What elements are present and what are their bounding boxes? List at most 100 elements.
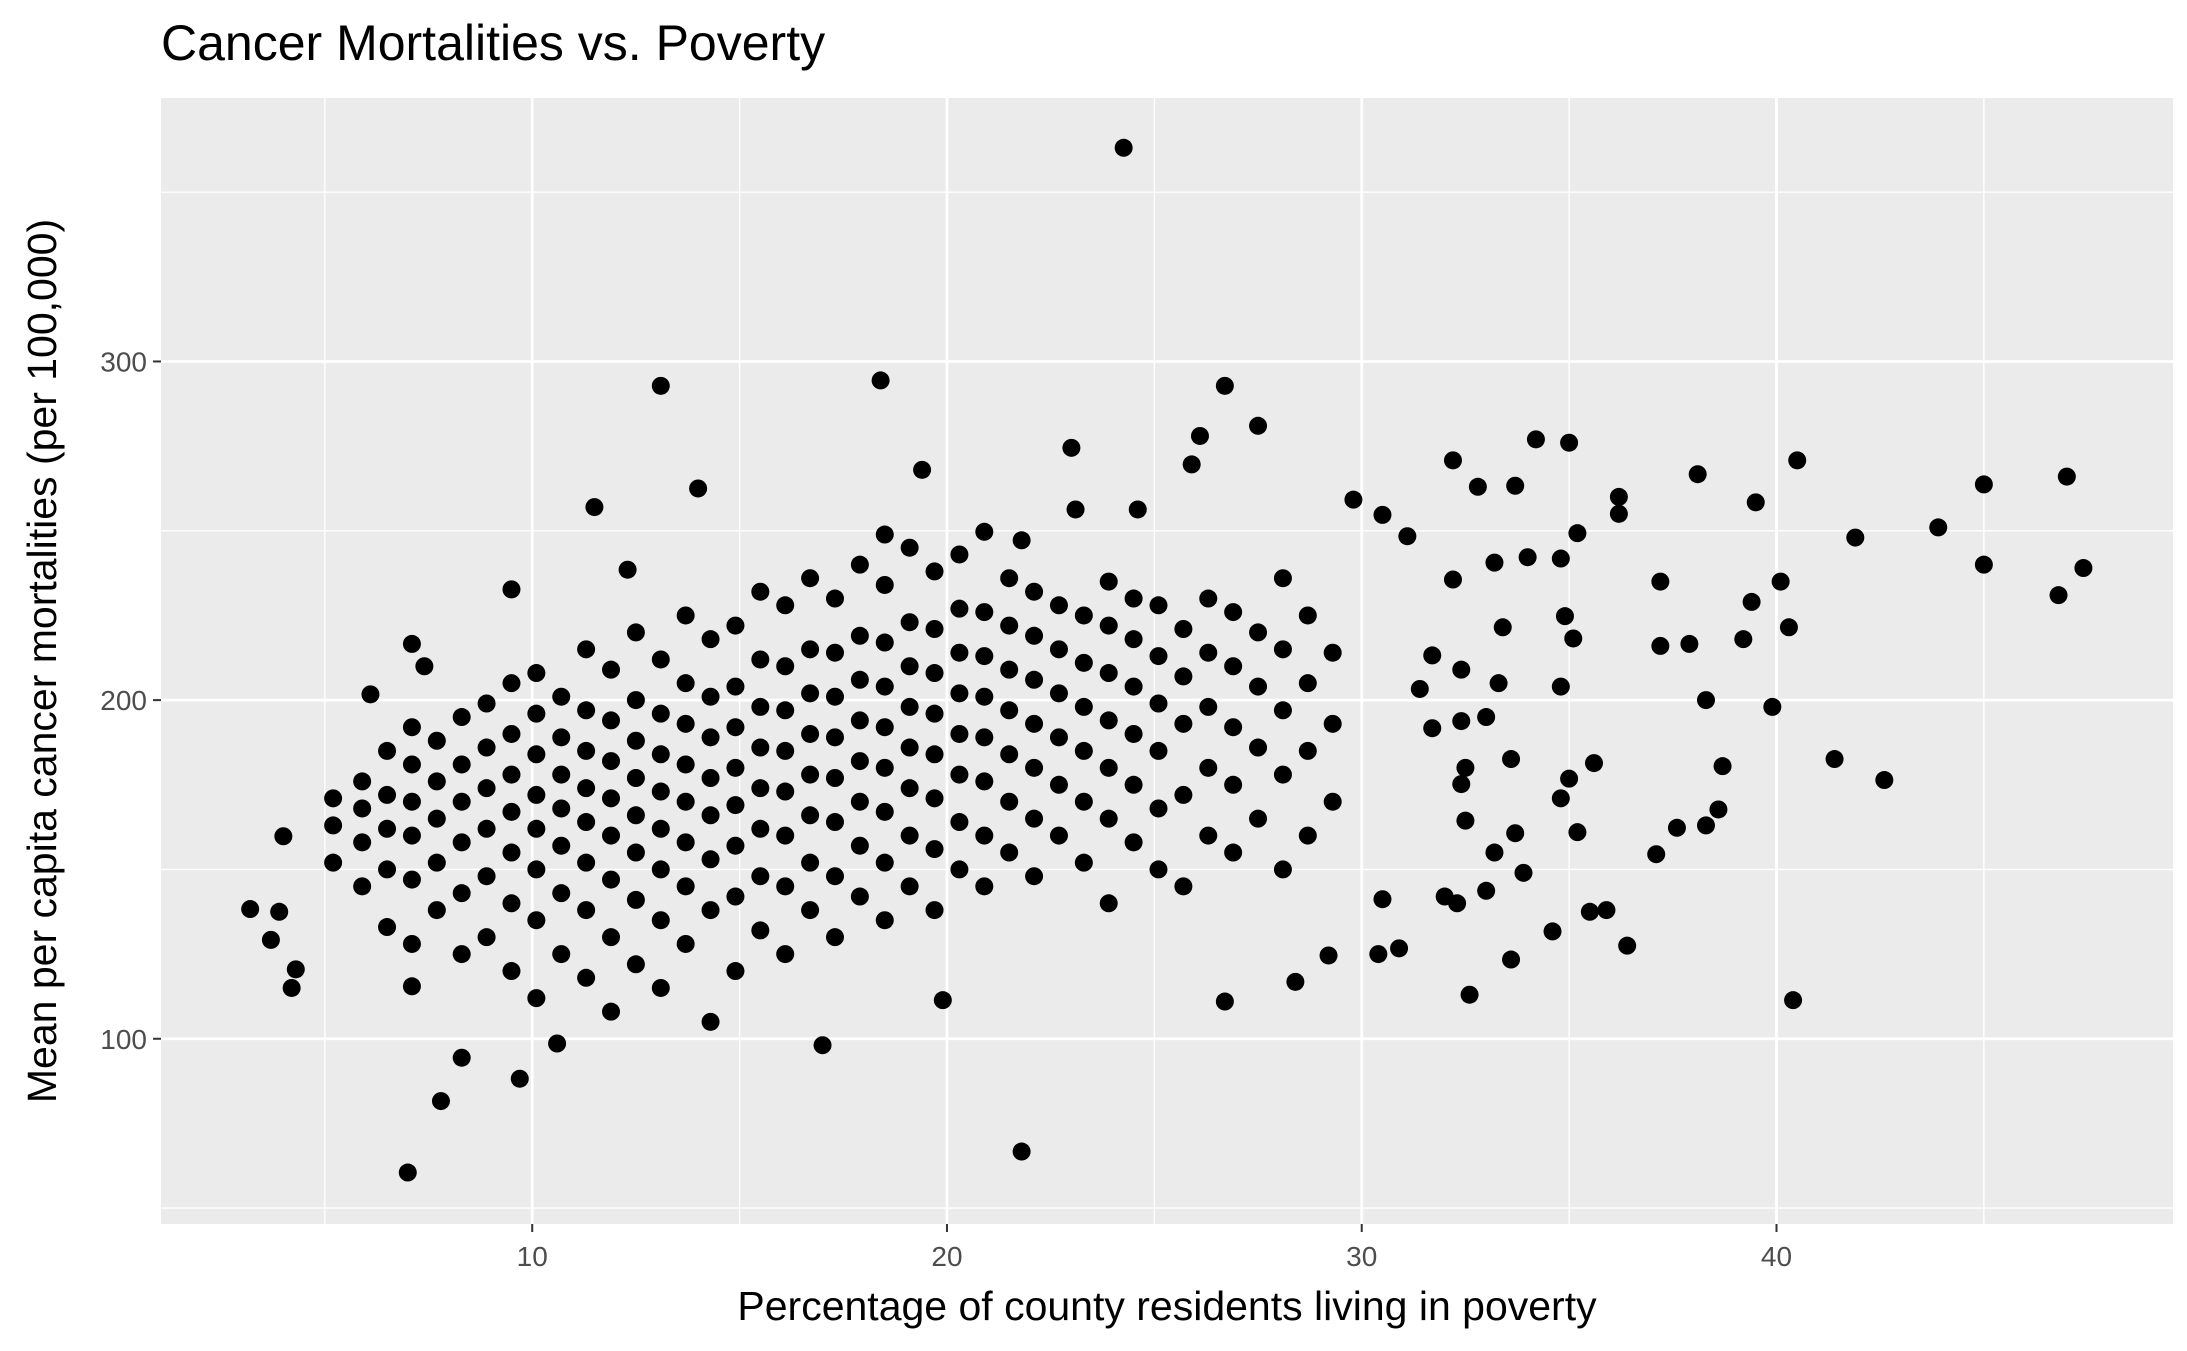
scatter-point (1114, 138, 1133, 157)
scatter-point (1489, 674, 1508, 693)
scatter-point (813, 1036, 832, 1055)
scatter-point (1597, 901, 1616, 920)
scatter-point (1319, 946, 1338, 965)
scatter-point (1564, 629, 1583, 648)
scatter-point (1560, 769, 1579, 788)
scatter-point (1124, 630, 1143, 649)
scatter-point (1742, 592, 1761, 611)
scatter-point (1846, 528, 1865, 547)
scatter-point (651, 860, 670, 879)
scatter-point (1568, 524, 1587, 543)
scatter-point (402, 826, 421, 845)
scatter-point (933, 991, 952, 1010)
scatter-point (875, 853, 894, 872)
scatter-point (552, 945, 571, 964)
scatter-point (900, 538, 919, 557)
scatter-point (626, 955, 645, 974)
scatter-point (726, 836, 745, 855)
scatter-point (726, 718, 745, 737)
scatter-point (1128, 500, 1147, 519)
scatter-point (361, 685, 380, 704)
scatter-point (502, 802, 521, 821)
scatter-point (402, 634, 421, 653)
scatter-point (1190, 426, 1209, 445)
scatter-point (1443, 570, 1462, 589)
scatter-point (552, 765, 571, 784)
scatter-point (751, 921, 770, 940)
scatter-point (1477, 881, 1496, 900)
scatter-point (477, 867, 496, 886)
scatter-point (1323, 792, 1342, 811)
scatter-point (651, 376, 670, 395)
scatter-point (1074, 697, 1093, 716)
scatter-point (1000, 701, 1019, 720)
scatter-point (1423, 646, 1442, 665)
scatter-point (241, 900, 260, 919)
scatter-point (801, 724, 820, 743)
scatter-point (751, 650, 770, 669)
scatter-point (900, 657, 919, 676)
scatter-point (751, 697, 770, 716)
scatter-point (651, 978, 670, 997)
scatter-point (1199, 589, 1218, 608)
scatter-point (1506, 824, 1525, 843)
scatter-point (1099, 809, 1118, 828)
scatter-point (913, 460, 932, 479)
scatter-point (1771, 572, 1790, 591)
scatter-point (286, 960, 305, 979)
scatter-point (1323, 643, 1342, 662)
scatter-point (577, 640, 596, 659)
scatter-point (1174, 785, 1193, 804)
scatter-point (1273, 640, 1292, 659)
scatter-point (1025, 714, 1044, 733)
scatter-point (1215, 376, 1234, 395)
scatter-point (676, 755, 695, 774)
scatter-point (2049, 586, 2068, 605)
scatter-point (1526, 430, 1545, 449)
scatter-point (801, 569, 820, 588)
scatter-point (950, 684, 969, 703)
scatter-point (1066, 500, 1085, 519)
scatter-point (751, 867, 770, 886)
scatter-point (726, 962, 745, 981)
scatter-point (1000, 660, 1019, 679)
scatter-point (626, 890, 645, 909)
scatter-point (1149, 694, 1168, 713)
scatter-point (548, 1034, 567, 1053)
scatter-point (1493, 618, 1512, 637)
scatter-point (850, 711, 869, 730)
scatter-point (527, 860, 546, 879)
scatter-point (801, 684, 820, 703)
scatter-point (825, 687, 844, 706)
scatter-point (825, 589, 844, 608)
scatter-point (1249, 416, 1268, 435)
scatter-point (427, 731, 446, 750)
scatter-point (602, 928, 621, 947)
scatter-point (900, 779, 919, 798)
scatter-point (1518, 548, 1537, 567)
scatter-point (651, 745, 670, 764)
scatter-point (1485, 553, 1504, 572)
scatter-point (1734, 630, 1753, 649)
scatter-point (801, 901, 820, 920)
scatter-point (1647, 845, 1666, 864)
scatter-point (1452, 660, 1471, 679)
scatter-point (776, 596, 795, 615)
scatter-point (776, 877, 795, 896)
scatter-point (626, 843, 645, 862)
x-axis-title: Percentage of county residents living in… (737, 1283, 1597, 1329)
scatter-point (875, 718, 894, 737)
scatter-point (1514, 863, 1533, 882)
scatter-point (282, 978, 301, 997)
scatter-point (527, 911, 546, 930)
scatter-point (1224, 775, 1243, 794)
scatter-point (871, 371, 890, 390)
scatter-point (577, 701, 596, 720)
scatter-point (1025, 867, 1044, 886)
x-tick-label: 10 (517, 1241, 548, 1272)
scatter-point (900, 613, 919, 632)
scatter-point (270, 902, 289, 921)
scatter-point (626, 731, 645, 750)
scatter-point (900, 697, 919, 716)
scatter-point (975, 603, 994, 622)
